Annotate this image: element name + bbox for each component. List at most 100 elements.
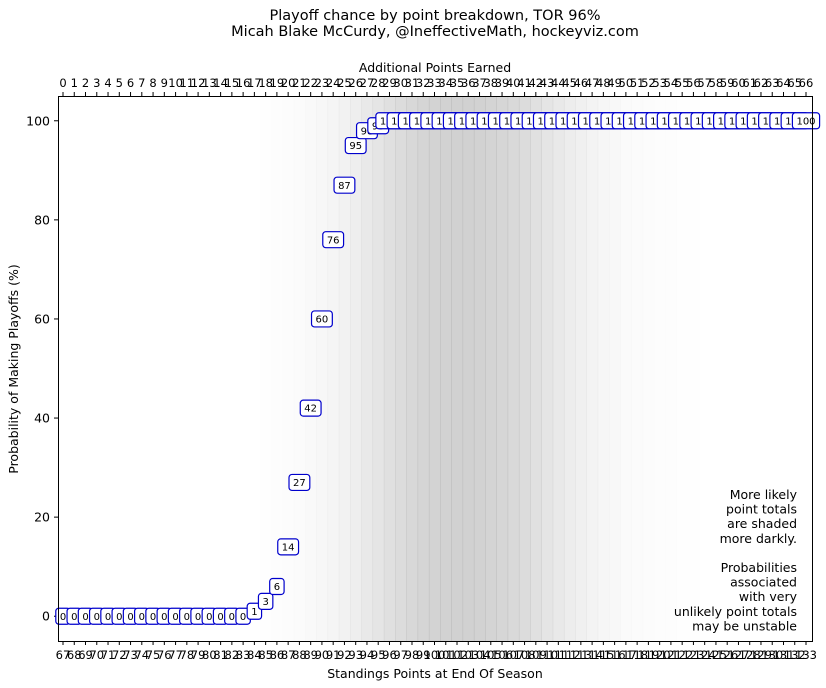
bottom-tick-label: 129	[750, 648, 772, 662]
top-tick-label: 66	[799, 76, 814, 90]
shade-band	[462, 96, 475, 641]
bottom-tick-label: 97	[393, 648, 408, 662]
top-tick-label: 51	[630, 76, 645, 90]
bottom-tick-label: 80	[202, 648, 217, 662]
data-point-label: 0	[60, 612, 66, 623]
top-tick-label: 19	[270, 76, 285, 90]
data-point-label: 0	[94, 612, 100, 623]
shade-band	[485, 96, 497, 641]
top-tick-label: 45	[562, 76, 577, 90]
bottom-tick-label: 82	[225, 648, 240, 662]
bottom-tick-label: 92	[337, 648, 352, 662]
shade-band	[361, 96, 374, 641]
bottom-tick-label: 67	[56, 648, 71, 662]
y-tick-label: 40	[34, 411, 50, 426]
shade-band	[440, 96, 452, 641]
bottom-tick-label: 124	[694, 648, 716, 662]
bottom-tick-label: 71	[101, 648, 116, 662]
shade-band	[597, 96, 610, 641]
shade-band	[541, 96, 554, 641]
bottom-tick-label: 79	[191, 648, 206, 662]
shade-band	[451, 96, 464, 641]
data-point: 100	[791, 112, 821, 130]
bottom-tick-label: 132	[784, 648, 806, 662]
bottom-axis-label: Standings Points at End Of Season	[327, 666, 543, 681]
top-tick-label: 1	[71, 76, 78, 90]
bottom-tick-label: 133	[795, 648, 817, 662]
top-tick-label: 55	[675, 76, 690, 90]
bottom-tick-label: 115	[592, 648, 614, 662]
data-point-box	[310, 310, 333, 328]
shade-band	[507, 96, 520, 641]
bottom-tick-label: 122	[671, 648, 693, 662]
data-point-label: 0	[161, 612, 167, 623]
bottom-tick-label: 94	[360, 648, 375, 662]
bottom-tick-label: 98	[405, 648, 420, 662]
top-tick-label: 28	[371, 76, 386, 90]
top-tick-label: 65	[787, 76, 802, 90]
bottom-tick-label: 104	[469, 648, 491, 662]
top-tick-label: 64	[776, 76, 791, 90]
data-point-box	[269, 577, 285, 596]
shading-layer	[293, 96, 711, 641]
top-tick-label: 32	[416, 76, 431, 90]
bottom-tick-label: 77	[168, 648, 183, 662]
plot-frame	[58, 96, 813, 642]
bottom-tick-label: 68	[67, 648, 82, 662]
top-tick-label: 42	[528, 76, 543, 90]
y-tick-label: 20	[34, 510, 50, 525]
shade-band	[372, 96, 385, 641]
top-tick-label: 30	[393, 76, 408, 90]
bottom-tick-label: 111	[547, 648, 569, 662]
bottom-tick-label: 91	[326, 648, 341, 662]
top-tick-label: 16	[236, 76, 251, 90]
top-tick-label: 49	[607, 76, 622, 90]
bottom-tick-label: 107	[502, 648, 524, 662]
top-tick-label: 34	[438, 76, 453, 90]
shade-band	[608, 96, 621, 641]
top-tick-label: 47	[585, 76, 600, 90]
data-point-label: 0	[184, 612, 190, 623]
chart-title: Playoff chance by point breakdown, TOR 9…	[269, 8, 600, 24]
y-tick-label: 60	[34, 311, 50, 326]
top-tick-label: 60	[731, 76, 746, 90]
top-tick-label: 50	[619, 76, 634, 90]
shade-band	[699, 96, 711, 641]
bottom-tick-label: 69	[78, 648, 93, 662]
data-point-label: 0	[71, 612, 77, 623]
y-tick-label: 100	[26, 113, 50, 128]
bottom-tick-label: 117	[615, 648, 637, 662]
data-point-label: 60	[316, 315, 329, 326]
bottom-tick-label: 73	[123, 648, 138, 662]
top-tick-label: 40	[506, 76, 521, 90]
bottom-tick-label: 88	[292, 648, 307, 662]
bottom-tick-label: 126	[716, 648, 738, 662]
note-line: Probabilities	[721, 560, 797, 575]
top-tick-label: 27	[360, 76, 375, 90]
bottom-tick-label: 110	[536, 648, 558, 662]
top-tick-label: 8	[149, 76, 156, 90]
data-point-label: 76	[327, 235, 340, 246]
shade-band	[395, 96, 407, 641]
top-tick-label: 10	[168, 76, 183, 90]
shade-band	[575, 96, 587, 641]
note-line: More likely	[730, 487, 798, 502]
data-point-label: 0	[116, 612, 122, 623]
shade-band	[293, 96, 306, 641]
bottom-tick-label: 87	[281, 648, 296, 662]
data-point-box	[322, 231, 345, 249]
top-tick-label: 0	[59, 76, 66, 90]
bottom-tick-label: 74	[134, 648, 149, 662]
bottom-tick-label: 95	[371, 648, 386, 662]
top-tick-label: 31	[405, 76, 420, 90]
bottom-tick-label: 90	[315, 648, 330, 662]
top-tick-label: 23	[315, 76, 330, 90]
shade-band	[305, 96, 317, 641]
bottom-tick-label: 96	[382, 648, 397, 662]
shade-band	[473, 96, 486, 641]
data-point-label: 0	[82, 612, 88, 623]
top-axis-label: Additional Points Earned	[359, 60, 511, 75]
data-point-label: 100	[796, 116, 815, 127]
bottom-tick-label: 121	[660, 648, 682, 662]
